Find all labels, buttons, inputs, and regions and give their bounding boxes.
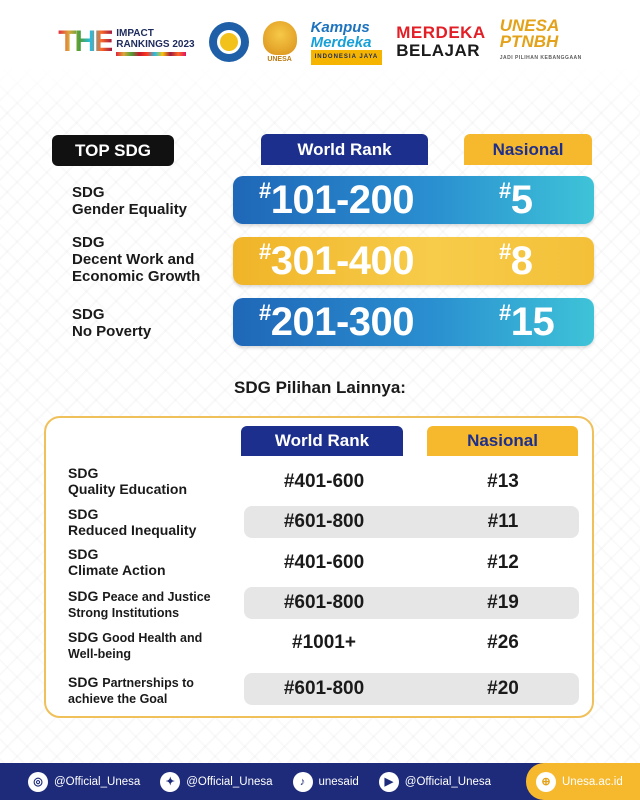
header-logos: THE IMPACT RANKINGS 2023 UNESA Kampus Me… bbox=[0, 14, 640, 70]
kampus-line1: Kampus bbox=[310, 18, 370, 36]
others-sdg-name-5: SDG Good Health and Well-being bbox=[68, 629, 203, 661]
kemendikbud-logo bbox=[208, 22, 249, 62]
top-sdg-name-3: SDG No Poverty bbox=[72, 306, 152, 340]
ptnbh-line2: PTNBH bbox=[499, 32, 559, 51]
others-nasional-rank-6: #20 bbox=[487, 678, 519, 699]
kampus-line2: Merdeka bbox=[310, 33, 372, 51]
the-impact-rankings-logo: THE IMPACT RANKINGS 2023 bbox=[58, 25, 194, 59]
footer-twitter[interactable]: ✦ @Official_Unesa bbox=[160, 771, 273, 792]
others-world-rank-header: World Rank bbox=[241, 426, 403, 456]
others-world-rank-5: #1001+ bbox=[292, 632, 356, 653]
others-sdg-name-1: SDG Quality Education bbox=[68, 465, 188, 497]
others-nasional-rank-2: #11 bbox=[487, 511, 519, 532]
others-world-rank-3: #401-600 bbox=[283, 552, 365, 573]
unesa-emblem-icon bbox=[262, 21, 297, 55]
instagram-icon: ◎ bbox=[28, 771, 48, 792]
top-nasional-rank-3: #15 bbox=[499, 300, 555, 344]
row-shade bbox=[244, 673, 579, 705]
footer-youtube[interactable]: ▶ @Official_Unesa bbox=[378, 771, 491, 792]
youtube-icon: ▶ bbox=[378, 771, 399, 792]
tiktok-icon: ♪ bbox=[292, 771, 313, 792]
row-shade bbox=[244, 506, 579, 538]
unesa-ptnbh-logo: UNESA PTNBH JADI PILIHAN KEBANGGAAN bbox=[499, 16, 582, 66]
others-nasional-rank-5: #26 bbox=[487, 632, 519, 653]
the-logo-line2: RANKINGS 2023 bbox=[116, 39, 195, 50]
row-shade bbox=[244, 587, 579, 619]
others-world-rank-4: #601-800 bbox=[283, 592, 365, 613]
top-nasional-header: Nasional bbox=[464, 134, 592, 165]
others-sdg-name-4: SDG Peace and Justice Strong Institution… bbox=[68, 588, 211, 620]
merdeka-line2: BELAJAR bbox=[396, 41, 481, 60]
twitter-icon: ✦ bbox=[160, 771, 181, 792]
others-sdg-name-2: SDG Reduced Inequality bbox=[68, 506, 197, 538]
top-world-rank-header: World Rank bbox=[261, 134, 428, 165]
top-sdg-label: TOP SDG bbox=[52, 135, 174, 166]
others-world-rank-1: #401-600 bbox=[283, 471, 365, 492]
top-sdg-name-2: SDG Decent Work and Economic Growth bbox=[72, 234, 201, 285]
top-world-rank-1: #101-200 bbox=[259, 178, 415, 222]
kampus-merdeka-logo: Kampus Merdeka INDONESIA JAYA bbox=[310, 18, 383, 65]
top-world-rank-3: #201-300 bbox=[259, 300, 415, 344]
top-rank-bar-3: #201-300 #15 bbox=[233, 298, 594, 346]
the-logo-mark: THE bbox=[58, 25, 114, 58]
others-sdg-name-6: SDG Partnerships to achieve the Goal bbox=[68, 674, 194, 706]
top-nasional-rank-2: #8 bbox=[499, 239, 533, 283]
merdeka-line1: MERDEKA bbox=[396, 23, 486, 42]
ptnbh-line3: JADI PILIHAN KEBANGGAAN bbox=[499, 55, 582, 61]
footer-bar: ◎ @Official_Unesa ✦ @Official_Unesa ♪ un… bbox=[0, 763, 640, 800]
top-nasional-rank-1: #5 bbox=[499, 178, 533, 222]
others-world-rank-6: #601-800 bbox=[283, 678, 365, 699]
footer-instagram[interactable]: ◎ @Official_Unesa bbox=[28, 771, 140, 792]
globe-icon: ⊕ bbox=[536, 771, 556, 792]
top-rank-bar-2: #301-400 #8 bbox=[233, 237, 594, 285]
the-logo-line1: IMPACT bbox=[116, 28, 154, 39]
others-nasional-rank-3: #12 bbox=[487, 552, 519, 573]
ptnbh-line1: UNESA bbox=[499, 16, 560, 35]
top-world-rank-2: #301-400 bbox=[259, 239, 415, 283]
others-world-rank-2: #601-800 bbox=[283, 511, 365, 532]
footer-tiktok[interactable]: ♪ unesaid bbox=[292, 771, 359, 792]
kampus-line3: INDONESIA JAYA bbox=[310, 49, 383, 65]
others-nasional-rank-1: #13 bbox=[487, 471, 519, 492]
others-sdg-name-3: SDG Climate Action bbox=[68, 546, 166, 578]
sdg-color-bar bbox=[116, 52, 187, 56]
top-rank-bar-1: #101-200 #5 bbox=[233, 176, 594, 224]
footer-website[interactable]: ⊕ Unesa.ac.id bbox=[526, 763, 640, 800]
others-box bbox=[44, 416, 594, 718]
unesa-logo-caption: UNESA bbox=[267, 56, 292, 63]
others-title: SDG Pilihan Lainnya: bbox=[234, 378, 406, 397]
others-nasional-header: Nasional bbox=[427, 426, 578, 456]
others-nasional-rank-4: #19 bbox=[487, 592, 519, 613]
top-sdg-name-1: SDG Gender Equality bbox=[72, 184, 188, 218]
unesa-logo: UNESA bbox=[262, 21, 297, 63]
merdeka-belajar-logo: MERDEKA BELAJAR bbox=[396, 24, 485, 60]
